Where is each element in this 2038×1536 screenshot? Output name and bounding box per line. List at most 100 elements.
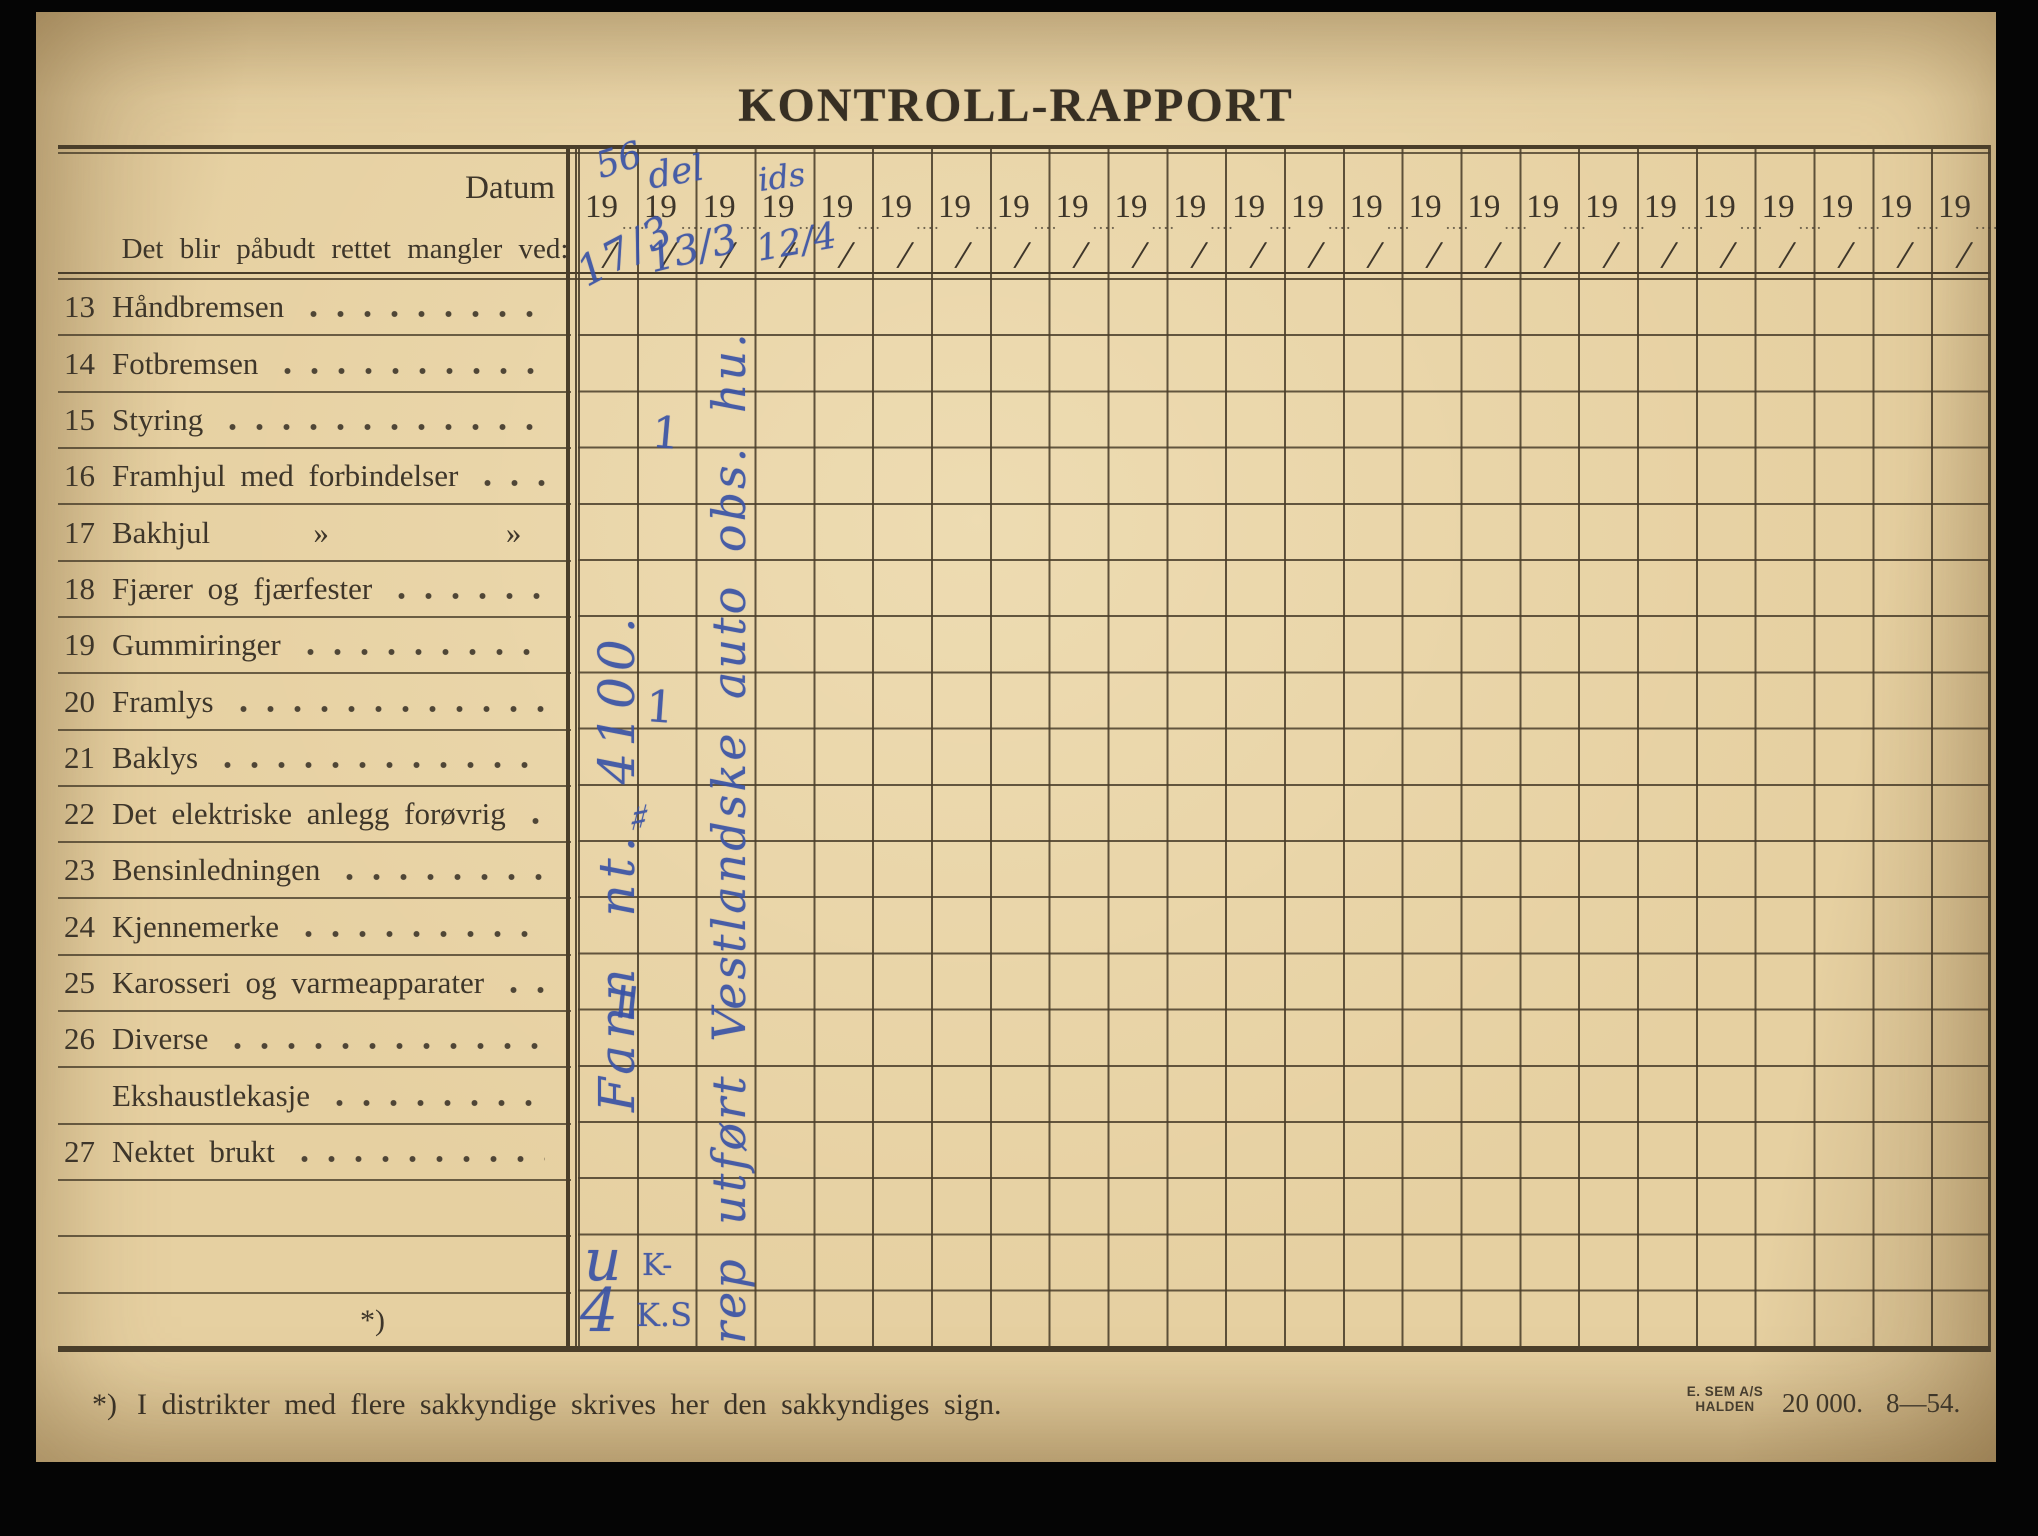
table-row: 14 Fotbremsen bbox=[58, 336, 571, 393]
date-column-header: 19.... / bbox=[1460, 147, 1527, 277]
row-label: Karosseri og varmeapparater bbox=[112, 965, 485, 1001]
dotted-leader bbox=[474, 474, 545, 489]
year-label: 19 bbox=[996, 189, 1030, 225]
row-label: Ekshaustlekasje bbox=[112, 1077, 311, 1113]
year-dots: .... bbox=[916, 213, 941, 233]
dotted-leader bbox=[537, 530, 545, 545]
dotted-leader bbox=[214, 755, 545, 770]
table-row: 22 Det elektriske anlegg forøvrig bbox=[58, 787, 571, 844]
handwritten-note-col3: rep utført Vestlandske auto obs. hu. bbox=[702, 330, 756, 1344]
footnote: *) I distrikter med flere sakkyndige skri… bbox=[92, 1388, 1001, 1422]
row-number: 17 bbox=[64, 514, 95, 550]
year-label: 19 bbox=[1232, 189, 1266, 225]
table-row: 24 Kjennemerke bbox=[58, 899, 571, 956]
row-label: Nektet brukt bbox=[112, 1134, 275, 1169]
handwritten-initial-2: K- bbox=[642, 1248, 673, 1283]
year-label: 19 bbox=[1173, 189, 1207, 225]
handwritten-tick-styring: 1 bbox=[649, 406, 683, 461]
table-row: 18 Fjærer og fjærfester bbox=[58, 562, 571, 618]
date-header-cells: 19..../19..../19..../19..../19..../19...… bbox=[578, 147, 1998, 278]
imprint-quantity: 20 000. bbox=[1782, 1388, 1863, 1418]
row-number: 24 bbox=[64, 908, 95, 944]
dotted-leader bbox=[388, 586, 545, 601]
year-dots: .... bbox=[1680, 213, 1705, 233]
table-row: 15 Styring bbox=[58, 393, 571, 449]
year-label: 19 bbox=[761, 189, 795, 225]
year-label: 19 bbox=[879, 189, 913, 225]
year-dots: .... bbox=[798, 213, 823, 233]
table-row: 23 Bensinledningen bbox=[58, 843, 571, 900]
row-number: 22 bbox=[64, 796, 95, 832]
date-grid-horizontal-lines bbox=[578, 280, 1990, 1348]
year-dots: .... bbox=[1033, 213, 1058, 233]
day-month-slash: / bbox=[1544, 231, 1559, 278]
day-month-slash: / bbox=[1838, 231, 1853, 278]
year-dots: .... bbox=[622, 213, 646, 233]
row-label: Kjennemerke bbox=[112, 908, 279, 944]
year-dots: .... bbox=[1975, 213, 2000, 233]
dotted-leader bbox=[229, 699, 545, 714]
year-dots: .... bbox=[680, 213, 705, 233]
date-column-header: 19.... / bbox=[1166, 147, 1233, 278]
date-column-header: 19.... / bbox=[990, 147, 1057, 277]
dotted-leader bbox=[336, 868, 545, 883]
date-column-header: 19.... / bbox=[1284, 147, 1351, 277]
day-month-slash: / bbox=[897, 231, 912, 278]
row-number: 27 bbox=[64, 1134, 95, 1169]
date-column-header: 19.... / bbox=[1872, 147, 1939, 278]
year-dots: .... bbox=[1504, 213, 1529, 233]
date-column-header: 19.... / bbox=[931, 147, 998, 278]
handwritten-initial-4: K.S bbox=[636, 1296, 692, 1334]
year-label: 19 bbox=[1820, 189, 1854, 225]
day-month-slash: / bbox=[1191, 231, 1206, 278]
row-number: 16 bbox=[64, 458, 95, 494]
day-month-slash: / bbox=[1426, 231, 1441, 278]
day-month-slash: / bbox=[1897, 231, 1912, 278]
imprint-publisher: E. SEM A/S HALDEN bbox=[1682, 1384, 1768, 1414]
row-label: Det elektriske anlegg forøvrig bbox=[112, 796, 506, 832]
year-label: 19 bbox=[1055, 189, 1089, 225]
year-label: 19 bbox=[1585, 189, 1619, 225]
row-number: 18 bbox=[64, 570, 95, 606]
day-month-slash: / bbox=[1661, 231, 1677, 278]
year-dots: .... bbox=[1445, 213, 1470, 233]
row-label: Diverse bbox=[112, 1021, 209, 1057]
imprint-publisher-line1: E. SEM A/S bbox=[1686, 1384, 1764, 1399]
row-number: 14 bbox=[64, 345, 95, 381]
year-dots: .... bbox=[1386, 213, 1411, 233]
year-label: 19 bbox=[1408, 189, 1442, 225]
row-number: 21 bbox=[64, 739, 95, 775]
row-label: Framlys bbox=[112, 683, 214, 719]
day-month-slash: / bbox=[1073, 231, 1088, 278]
date-column-header: 19.... / bbox=[1343, 147, 1410, 277]
date-column-header: 19.... / bbox=[696, 147, 763, 277]
asterisk-label: *) bbox=[360, 1303, 385, 1337]
dotted-leader bbox=[219, 417, 545, 432]
date-column-header: 19.... / bbox=[1402, 147, 1469, 278]
year-dots: .... bbox=[1151, 213, 1176, 233]
row-label: Fotbremsen bbox=[112, 345, 259, 381]
date-column-header: 19.... / bbox=[1637, 147, 1704, 278]
day-month-slash: / bbox=[1955, 231, 1971, 278]
day-month-slash: / bbox=[955, 231, 971, 278]
footnote-text: I distrikter med flere sakkyndige skrive… bbox=[137, 1388, 1002, 1421]
year-label: 19 bbox=[1938, 189, 1972, 225]
year-dots: .... bbox=[1269, 213, 1294, 233]
dotted-leader bbox=[224, 1037, 545, 1052]
day-month-slash: / bbox=[1132, 231, 1147, 278]
year-label: 19 bbox=[1290, 189, 1324, 225]
day-month-slash: / bbox=[1779, 231, 1794, 278]
row-number: 25 bbox=[64, 965, 95, 1001]
label-grid-separator bbox=[566, 145, 570, 1352]
table-row: 16 Framhjul med forbindelser bbox=[58, 449, 571, 506]
day-month-slash: / bbox=[1250, 231, 1265, 278]
year-label: 19 bbox=[1467, 189, 1501, 225]
table-row: *) bbox=[58, 1294, 571, 1348]
table-row: 19 Gummiringer bbox=[58, 618, 571, 675]
year-dots: .... bbox=[1092, 213, 1117, 233]
year-label: 19 bbox=[1879, 189, 1913, 225]
year-label: 19 bbox=[937, 189, 971, 225]
dotted-leader bbox=[296, 643, 545, 658]
datum-label: Datum bbox=[465, 170, 555, 206]
